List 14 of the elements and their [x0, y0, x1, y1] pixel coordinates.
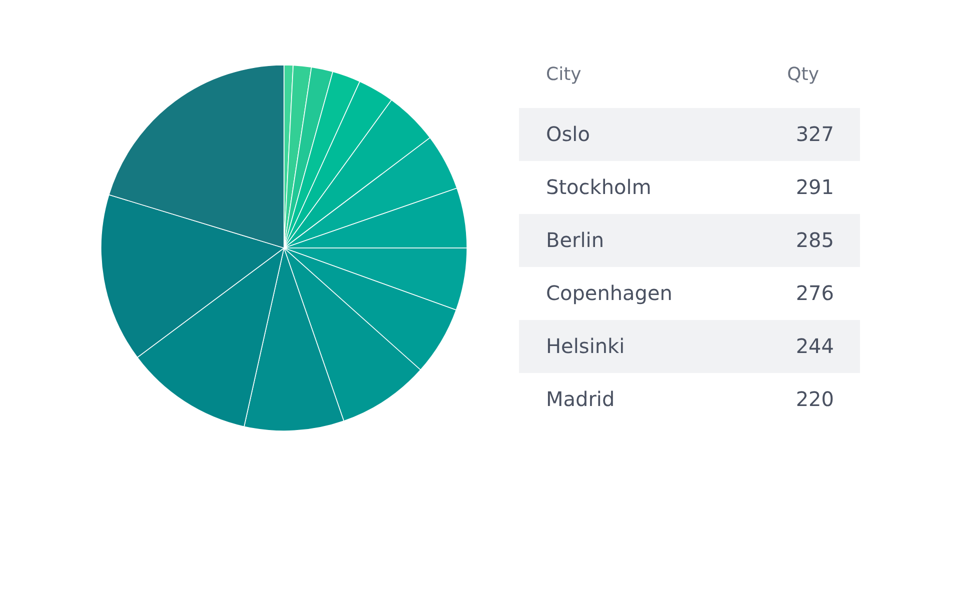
data-label: 276	[796, 281, 834, 305]
category-label: Madrid	[546, 387, 615, 411]
category-label: Berlin	[546, 228, 604, 252]
category-label: Oslo	[546, 122, 590, 146]
category-label: Helsinki	[546, 334, 625, 358]
data-label: 220	[796, 387, 834, 411]
data-label: 244	[796, 334, 834, 358]
category-label: Copenhagen	[546, 281, 672, 305]
text: Qty	[787, 64, 820, 85]
text: City	[546, 64, 582, 85]
category-label: Stockholm	[546, 175, 652, 199]
data-label: 285	[796, 228, 834, 252]
data-label: 291	[796, 175, 834, 199]
data-label: 327	[796, 122, 834, 146]
